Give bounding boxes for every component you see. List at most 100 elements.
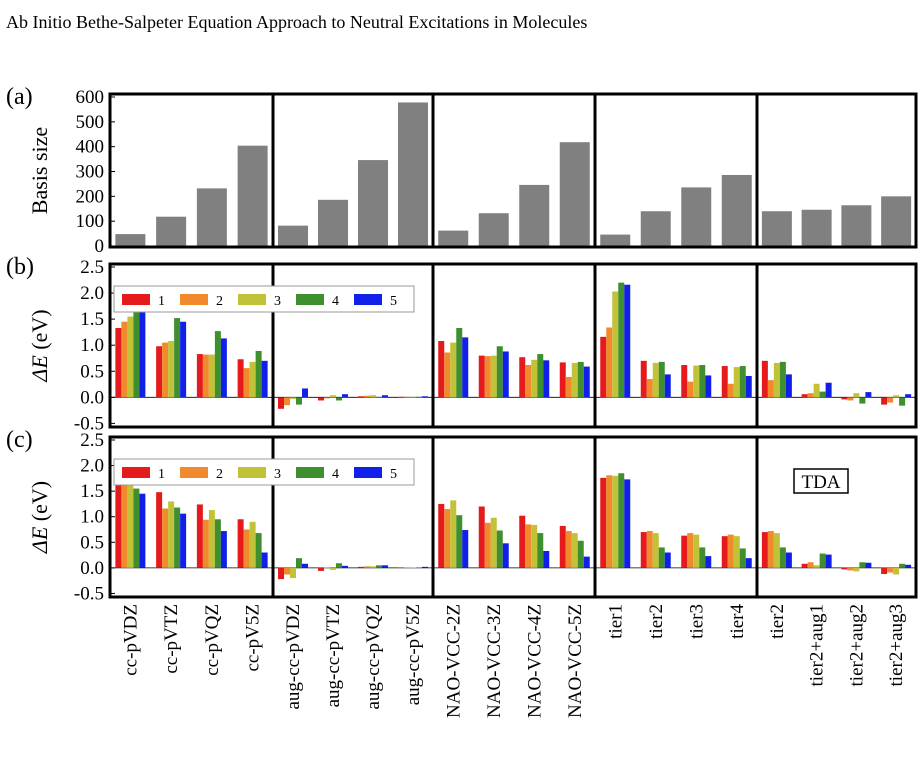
- bar-series-1: [721, 536, 728, 568]
- bar-series-5: [139, 297, 146, 398]
- bar-series-4: [214, 331, 221, 398]
- legend-label: 1: [158, 467, 165, 482]
- bar-series-5: [261, 552, 268, 568]
- bar-series-2: [525, 365, 532, 398]
- bar-series-3: [249, 521, 256, 568]
- bar-series-2: [847, 397, 854, 401]
- bar-series-2: [606, 475, 613, 568]
- bar-series-3: [853, 393, 860, 398]
- bar-series-2: [646, 379, 653, 398]
- bar-series-1: [438, 341, 445, 398]
- bar-series-1: [438, 503, 445, 568]
- bar-series-1: [600, 477, 607, 568]
- bar-series-2: [767, 531, 774, 568]
- bar-series-5: [785, 374, 792, 398]
- y-axis-label: ΔE (eV): [27, 309, 52, 382]
- bar-series-5: [462, 530, 469, 568]
- bar: [640, 211, 671, 246]
- bar-series-1: [761, 360, 768, 398]
- bar-series-5: [502, 543, 509, 568]
- bar: [237, 145, 268, 246]
- bar-series-2: [284, 397, 290, 406]
- panel-label: (b): [6, 254, 34, 280]
- bar-series-4: [214, 519, 221, 568]
- x-tick-label: tier1: [605, 604, 626, 639]
- y-tick-label: 0.0: [80, 558, 104, 579]
- bar: [115, 234, 146, 246]
- x-tick-label: aug-cc-pVDZ: [283, 604, 304, 710]
- y-axis-label: Basis size: [27, 127, 52, 214]
- bar-series-1: [196, 354, 203, 398]
- bar-series-4: [779, 547, 786, 568]
- bar-series-5: [745, 558, 752, 568]
- bar-series-2: [807, 562, 814, 568]
- bar-series-2: [606, 327, 613, 398]
- y-tick-label: 0.5: [80, 532, 104, 553]
- bar-series-3: [612, 475, 619, 568]
- annotation-box: [793, 468, 849, 494]
- bar-series-4: [416, 567, 422, 568]
- bar-series-5: [785, 552, 792, 568]
- legend-swatch: [296, 294, 324, 305]
- bar-series-2: [887, 567, 894, 573]
- bar-series-2: [727, 383, 734, 398]
- bar-series-4: [255, 350, 262, 398]
- bar-series-5: [664, 552, 671, 568]
- y-axis-label-unit: (eV): [27, 309, 52, 355]
- bar-series-5: [745, 375, 752, 398]
- bar-series-2: [364, 395, 370, 398]
- bar-series-3: [168, 501, 175, 568]
- bar-series-1: [801, 394, 808, 398]
- bar-series-4: [658, 361, 665, 398]
- legend-swatch: [122, 467, 150, 478]
- bar-series-5: [825, 382, 832, 398]
- bar-series-2: [565, 531, 572, 568]
- x-tick-label: tier2+aug1: [807, 604, 828, 686]
- bar-series-1: [278, 397, 284, 409]
- bar-series-4: [174, 507, 181, 568]
- bar-series-2: [404, 567, 410, 568]
- bar-series-3: [652, 362, 659, 398]
- x-tick-label: NAO-VCC-5Z: [565, 604, 586, 718]
- legend-swatch: [354, 467, 382, 478]
- legend-label: 3: [274, 294, 281, 309]
- bar-series-3: [773, 362, 780, 398]
- x-tick-label: cc-pVDZ: [120, 604, 141, 676]
- bar-series-4: [699, 365, 706, 398]
- legend: 1 2 3 4 5: [113, 458, 415, 486]
- bar-series-5: [905, 564, 912, 568]
- x-tick-label: aug-cc-pV5Z: [403, 604, 424, 705]
- panel-label: (a): [6, 84, 33, 110]
- bar: [841, 205, 872, 246]
- bar-series-2: [687, 381, 694, 398]
- panel-label: (c): [6, 427, 33, 453]
- legend-swatch: [238, 294, 266, 305]
- panel-1: -0.5 0.0 0.5 1.0 1.5 2.0 2.5 ΔE (eV) (b) 1 2 3 4 5: [6, 254, 918, 434]
- bar-series-4: [658, 547, 665, 568]
- y-tick-label: 0.0: [80, 387, 104, 408]
- bar-series-2: [404, 396, 410, 398]
- bar-series-2: [887, 397, 894, 403]
- bar-series-1: [600, 336, 607, 398]
- y-tick-label: 600: [76, 87, 105, 108]
- bar-series-3: [410, 567, 416, 568]
- bar-series-5: [180, 513, 187, 568]
- bar-series-5: [422, 396, 428, 398]
- bar-series-2: [324, 567, 330, 568]
- legend-swatch: [238, 467, 266, 478]
- bar-series-3: [813, 383, 820, 398]
- bar-series-4: [899, 563, 906, 568]
- legend-label: 4: [332, 467, 339, 482]
- y-tick-label: 100: [76, 211, 105, 232]
- bar-series-4: [496, 346, 503, 398]
- bar-series-2: [484, 356, 491, 398]
- bar-series-3: [733, 536, 740, 568]
- y-tick-label: 1.0: [80, 507, 104, 528]
- x-tick-label: NAO-VCC-2Z: [443, 604, 464, 718]
- bar-series-4: [618, 473, 625, 568]
- bar-series-4: [618, 282, 625, 398]
- bar-series-3: [612, 291, 619, 398]
- bar-series-5: [220, 338, 227, 398]
- bar-series-4: [859, 397, 866, 404]
